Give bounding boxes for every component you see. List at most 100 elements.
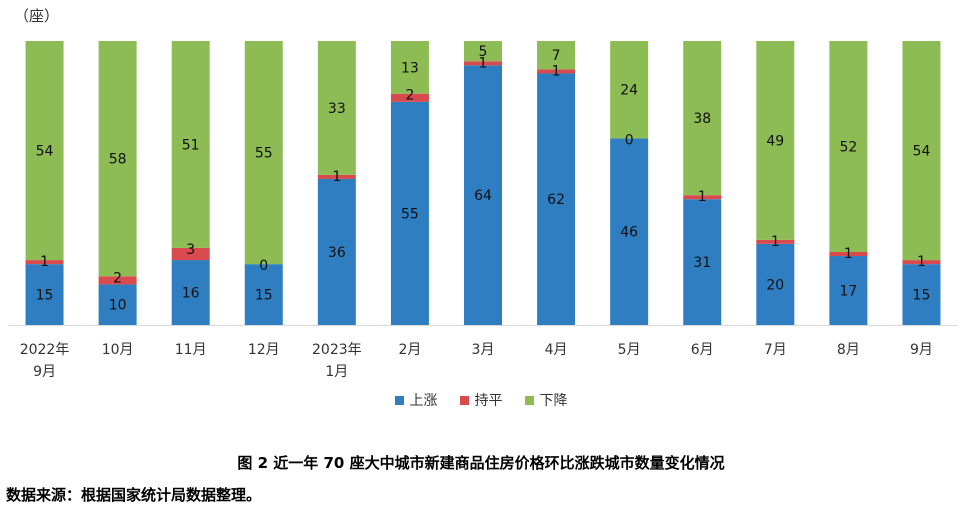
legend-item-flat: 持平 (459, 390, 503, 410)
bar-down-10 (756, 41, 795, 240)
x-tick-label-6: 3月 (471, 342, 495, 358)
data-label-flat-1: 2 (113, 270, 122, 286)
data-label-flat-6: 1 (479, 55, 488, 71)
bar-flat-12 (902, 260, 941, 265)
data-label-up-6: 64 (474, 188, 492, 204)
data-label-up-11: 17 (839, 284, 857, 300)
x-tick-label-4: 2023年 1月 (312, 342, 362, 380)
data-label-down-4: 33 (328, 101, 346, 117)
legend: 上涨 持平 下降 (0, 390, 962, 410)
bar-flat-4 (317, 174, 356, 179)
bar-up-12 (902, 264, 941, 325)
bar-flat-0 (25, 260, 64, 265)
legend-swatch-down (524, 395, 534, 405)
bar-down-12 (902, 41, 941, 261)
data-label-down-8: 24 (620, 83, 638, 99)
bar-flat-7 (537, 69, 576, 74)
data-label-down-11: 52 (839, 139, 857, 155)
bar-up-4 (317, 178, 356, 325)
x-tick-label-8: 5月 (617, 342, 641, 358)
data-label-down-1: 58 (109, 152, 127, 168)
bar-down-5 (390, 41, 429, 94)
data-label-up-9: 31 (693, 255, 711, 271)
bar-down-3 (244, 41, 283, 265)
figure-caption: 图 2 近一年 70 座大中城市新建商品住房价格环比涨跌城市数量变化情况 (237, 454, 725, 472)
x-tick-label-0: 2022年 9月 (19, 342, 70, 380)
bar-up-0 (25, 264, 64, 325)
data-label-flat-4: 1 (332, 169, 341, 185)
bar-down-8 (610, 41, 649, 139)
x-tick-label-2: 11月 (174, 342, 207, 358)
data-label-flat-8: 0 (625, 132, 634, 148)
data-label-up-1: 10 (109, 298, 127, 314)
data-label-down-7: 7 (552, 48, 561, 64)
bar-down-11 (829, 41, 868, 252)
data-label-flat-5: 2 (405, 88, 414, 104)
data-label-up-3: 15 (255, 288, 273, 304)
data-label-up-10: 20 (766, 277, 784, 293)
data-label-flat-11: 1 (844, 246, 853, 262)
bar-up-1 (98, 284, 137, 325)
legend-label-flat: 持平 (474, 393, 503, 409)
data-label-down-12: 54 (913, 144, 931, 160)
bar-up-9 (683, 199, 722, 325)
data-label-down-10: 49 (766, 133, 784, 149)
legend-swatch-up (394, 395, 404, 405)
legend-item-down: 下降 (524, 390, 568, 410)
data-label-down-0: 54 (36, 144, 54, 160)
data-label-flat-9: 1 (698, 189, 707, 205)
x-tick-label-12: 9月 (909, 342, 933, 358)
bar-flat-6 (464, 61, 502, 66)
bar-flat-10 (756, 239, 795, 244)
bar-down-9 (683, 41, 722, 196)
data-label-down-5: 13 (401, 60, 419, 76)
data-label-flat-7: 1 (552, 63, 561, 79)
bar-up-6 (464, 65, 502, 325)
data-label-flat-10: 1 (771, 234, 780, 250)
bar-up-10 (756, 243, 795, 325)
bar-flat-9 (683, 195, 722, 200)
bar-up-8 (610, 138, 649, 325)
x-tick-label-5: 2月 (398, 342, 422, 358)
data-label-down-2: 51 (182, 137, 200, 153)
legend-label-down: 下降 (539, 393, 568, 409)
data-label-flat-12: 1 (917, 254, 926, 270)
bar-down-2 (171, 41, 210, 248)
bar-up-11 (829, 256, 868, 325)
bar-flat-2 (171, 247, 210, 261)
legend-label-up: 上涨 (409, 393, 438, 409)
data-labels-group: 1515410258163511505536133552136415621746… (36, 44, 931, 314)
bar-flat-5 (390, 93, 429, 102)
data-label-up-8: 46 (620, 225, 638, 241)
data-label-down-9: 38 (693, 111, 711, 127)
bars-group (25, 41, 941, 325)
data-label-up-12: 15 (913, 288, 931, 304)
stacked-bar-chart: 1515410258163511505536133552136415621746… (8, 41, 958, 326)
bar-down-7 (537, 41, 576, 70)
bar-flat-1 (98, 276, 137, 285)
data-label-up-4: 36 (328, 245, 346, 261)
data-label-up-2: 16 (182, 286, 200, 302)
x-tick-label-7: 4月 (544, 342, 568, 358)
data-label-flat-2: 3 (186, 242, 195, 258)
bar-down-0 (25, 41, 64, 261)
data-label-flat-3: 0 (259, 258, 268, 274)
bar-up-3 (244, 264, 283, 325)
data-label-flat-0: 1 (40, 254, 49, 270)
bar-up-5 (390, 101, 429, 325)
data-source-note: 数据来源：根据国家统计局数据整理。 (6, 486, 262, 504)
x-tick-label-1: 10月 (101, 342, 134, 358)
x-tick-label-3: 12月 (247, 342, 280, 358)
bar-up-7 (537, 73, 576, 325)
x-tick-label-11: 8月 (836, 342, 860, 358)
bar-down-6 (464, 41, 502, 62)
bar-up-2 (171, 260, 210, 325)
legend-item-up: 上涨 (394, 390, 438, 410)
bar-down-1 (98, 41, 137, 277)
x-tick-label-10: 7月 (763, 342, 787, 358)
x-tick-label-9: 6月 (690, 342, 714, 358)
data-label-up-5: 55 (401, 206, 419, 222)
data-label-down-3: 55 (255, 146, 273, 162)
legend-swatch-flat (459, 395, 469, 405)
bar-down-4 (317, 41, 356, 175)
